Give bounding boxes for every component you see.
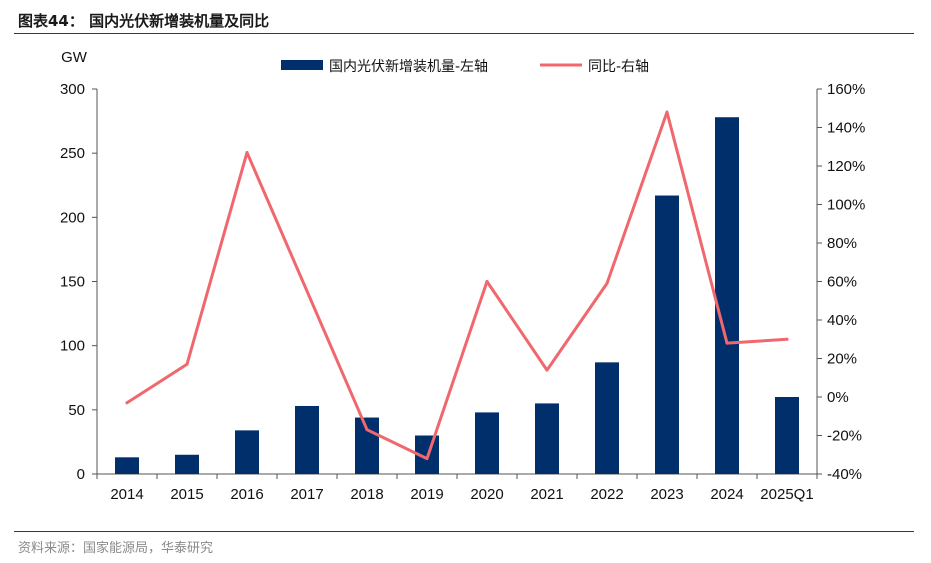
left-tick-label: 250 [60,145,85,162]
x-tick-label: 2017 [290,486,323,503]
right-tick-label: 80% [827,235,857,252]
figure-header: 图表44： 国内光伏新增装机量及同比 [14,8,914,34]
yoy-point-2016 [245,151,249,155]
right-tick-label: 0% [827,389,849,406]
legend-bar-swatch [281,60,323,70]
yoy-line [125,110,789,461]
right-tick-label: 140% [827,120,865,137]
right-tick-label: 60% [827,274,857,291]
yoy-point-2025Q1 [785,337,789,341]
bar-2021 [535,403,559,474]
bar-series [115,117,799,474]
x-tick-label: 2014 [110,486,143,503]
yoy-point-2018 [365,428,369,432]
bar-2017 [295,405,319,474]
x-tick-label: 2018 [350,486,383,503]
x-tick-label: 2023 [650,486,683,503]
left-tick-label: 300 [60,81,85,98]
left-tick-label: 100 [60,338,85,355]
bar-2022 [595,362,619,474]
right-tick-label: -40% [827,466,862,483]
chart-axes: 0 50 100 150 200 250 300 -40% -20% 0% 20% 40% 60% 80%… [60,49,865,503]
left-tick-label: 0 [77,466,85,483]
bar-2014 [115,457,139,474]
bar-2016 [235,430,259,474]
bottom-rule [14,531,914,532]
bar-2023 [655,195,679,474]
yoy-point-2021 [545,368,549,372]
right-tick-label: 160% [827,81,865,98]
line-series [125,110,789,461]
right-tick-label: 40% [827,312,857,329]
right-tick-label: 120% [827,158,865,175]
figure-title: 图表44： 国内光伏新增装机量及同比 [18,12,270,30]
x-tick-label: 2024 [710,486,743,503]
yoy-point-2019 [425,457,429,461]
yoy-point-2023 [665,110,669,114]
x-tick-label: 2022 [590,486,623,503]
yoy-point-2015 [185,362,189,366]
top-rule [14,33,914,34]
figure-source: 资料来源：国家能源局，华泰研究 [18,541,214,556]
x-tick-label: 2016 [230,486,263,503]
x-tick-label: 2019 [410,486,443,503]
x-tick-label: 2025Q1 [760,486,813,503]
bar-2024 [715,117,739,474]
yoy-point-2014 [125,401,129,405]
yoy-point-2024 [725,341,729,345]
x-tick-label: 2021 [530,486,563,503]
left-tick-label: 200 [60,209,85,226]
x-tick-label: 2015 [170,486,203,503]
chart-legend: 国内光伏新增装机量-左轴 同比-右轴 [281,59,649,75]
bar-2020 [475,412,499,474]
left-axis-unit-label: GW [61,49,88,66]
yoy-point-2020 [485,280,489,283]
right-tick-label: 100% [827,197,865,214]
right-tick-label: 20% [827,351,857,368]
left-tick-label: 50 [68,402,85,419]
yoy-point-2022 [605,281,609,285]
bar-2015 [175,454,199,474]
right-tick-label: -20% [827,428,862,445]
legend-bar-label: 国内光伏新增装机量-左轴 [329,59,488,75]
legend-line-label: 同比-右轴 [588,59,649,75]
bar-2025Q1 [775,397,799,474]
left-tick-label: 150 [60,274,85,291]
x-tick-label: 2020 [470,486,503,503]
